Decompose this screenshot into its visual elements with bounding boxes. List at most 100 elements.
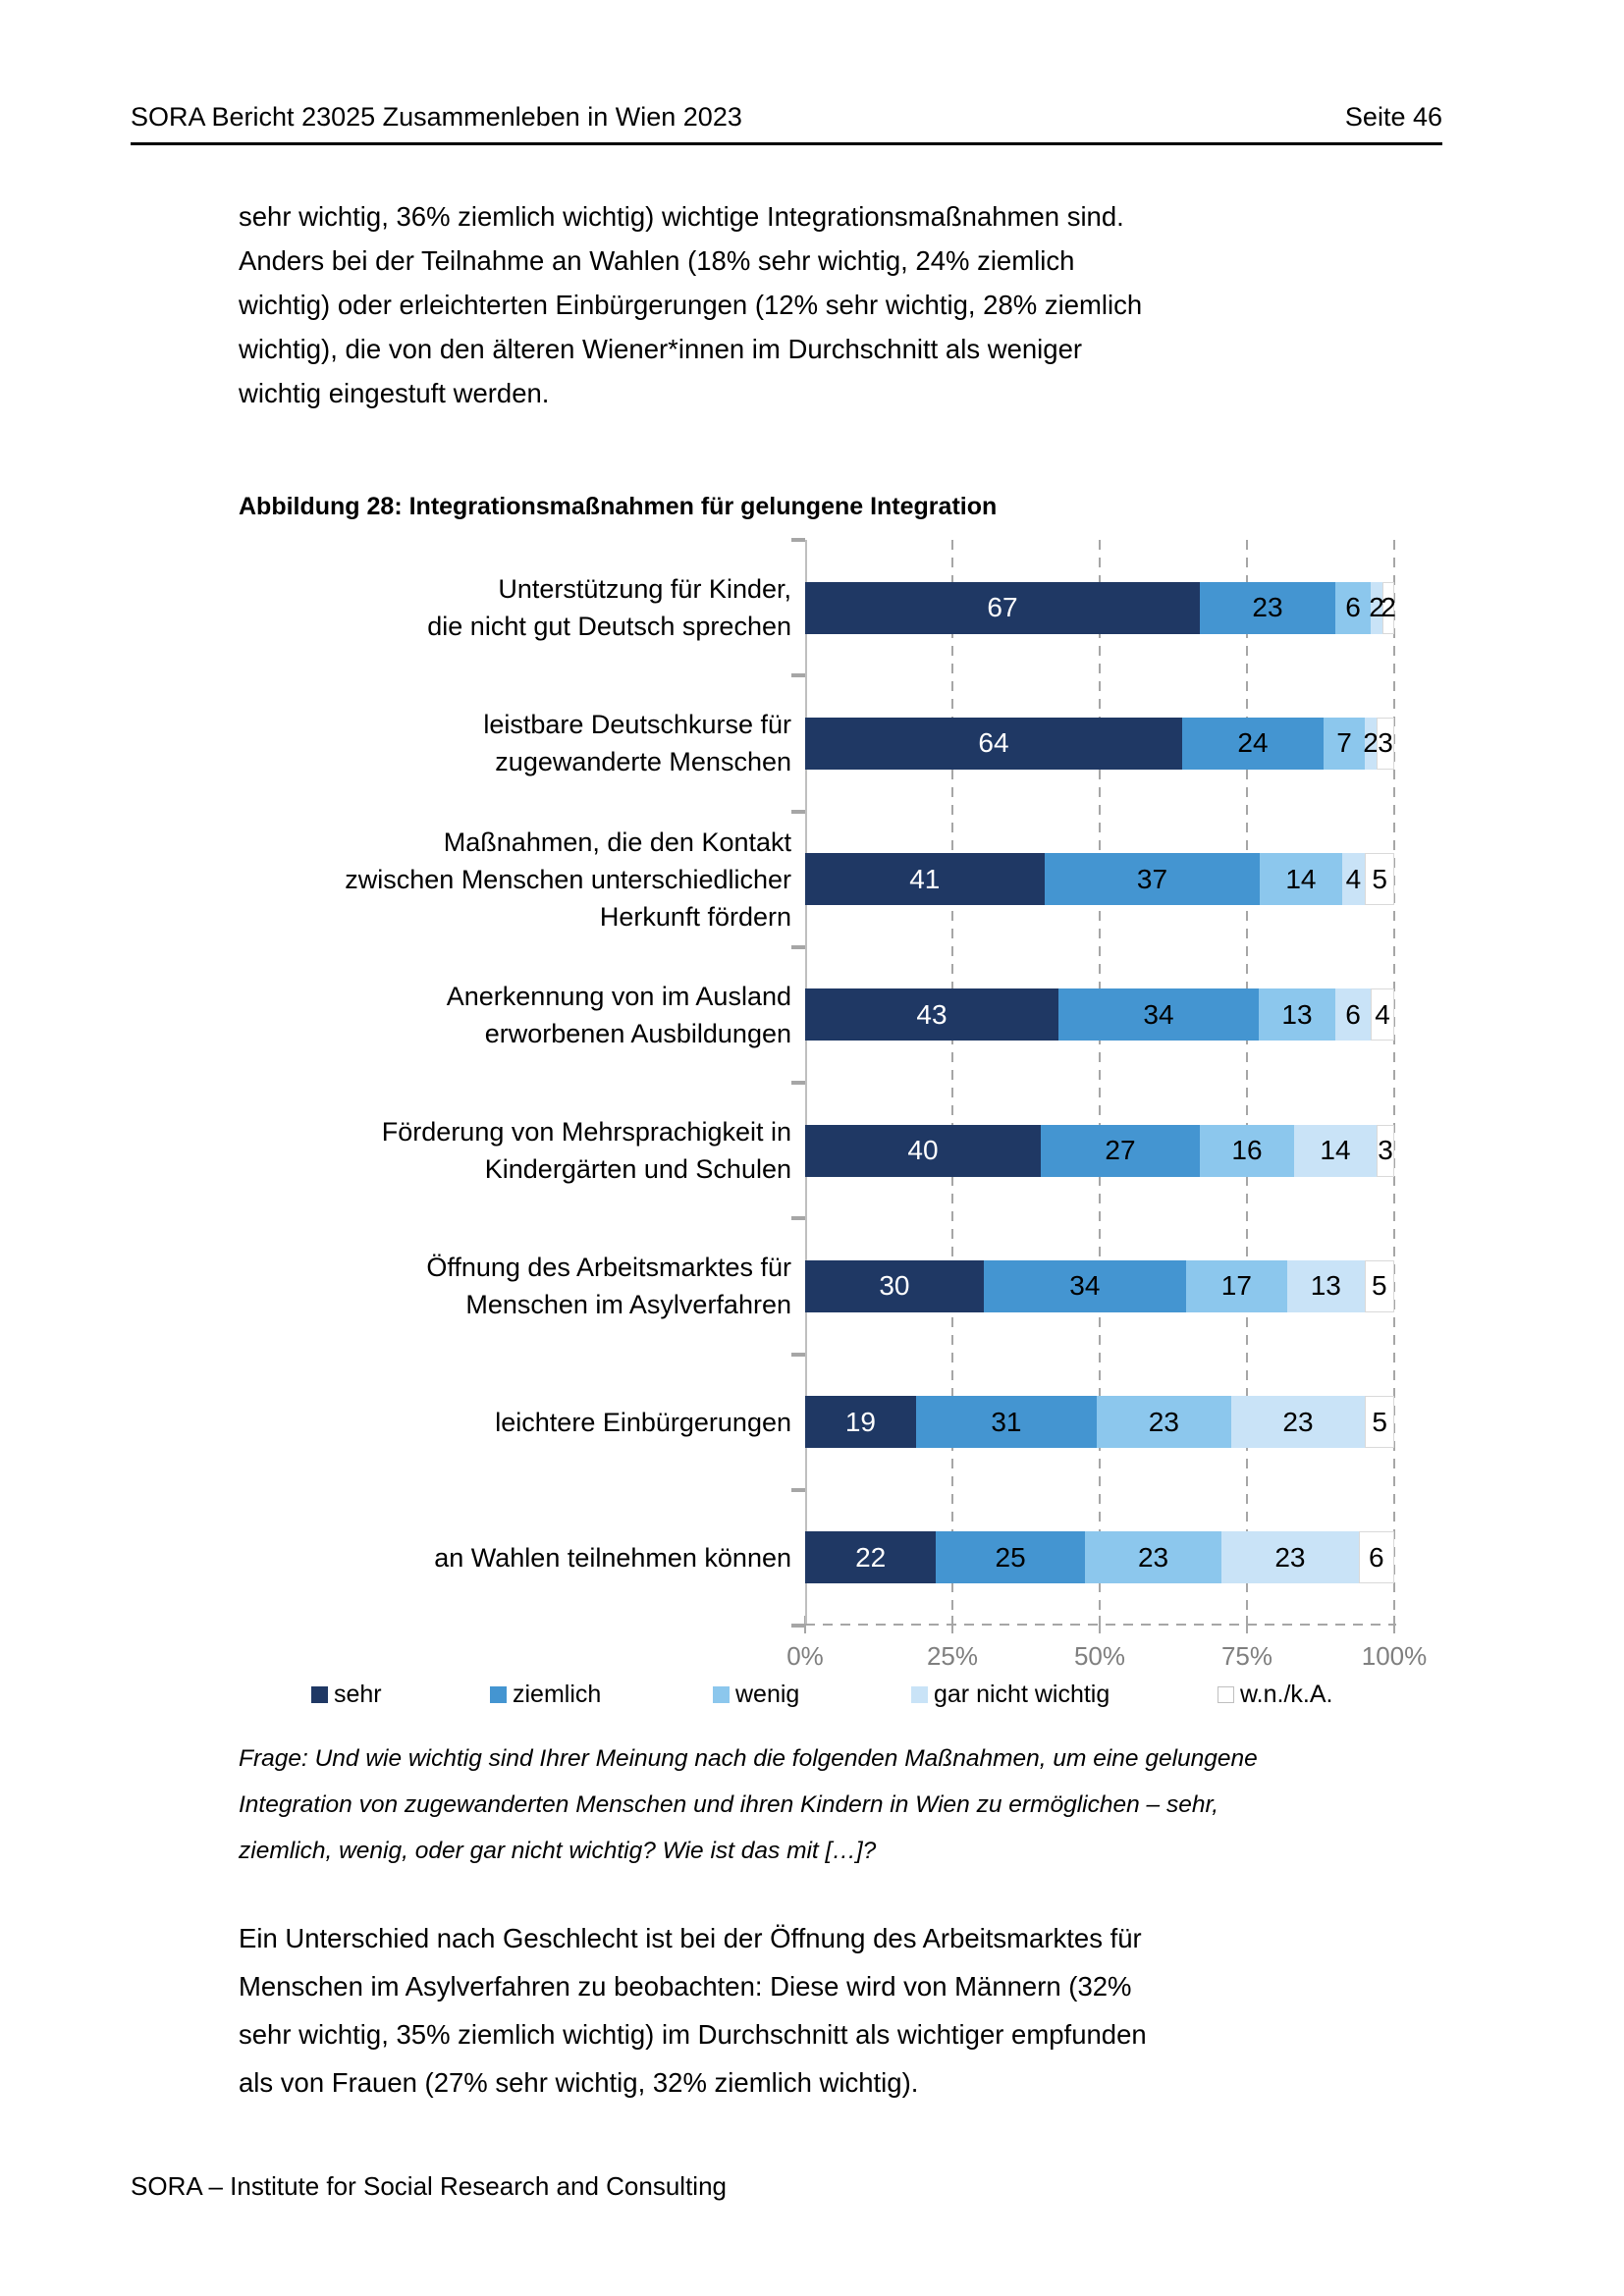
segment-value-label: 14	[1320, 1135, 1351, 1166]
bar-segment: 5	[1364, 1259, 1394, 1312]
bar-segment: 4	[1371, 988, 1394, 1041]
bar-segment: 5	[1365, 1396, 1394, 1449]
page-header: SORA Bericht 23025 Zusammenleben in Wien…	[131, 102, 1442, 145]
segment-value-label: 23	[1148, 1406, 1179, 1437]
y-axis-tick	[791, 1081, 805, 1085]
legend-label: w.n./k.A.	[1240, 1681, 1333, 1708]
bar-segment: 5	[1365, 853, 1394, 906]
legend-label: gar nicht wichtig	[934, 1681, 1110, 1708]
bar-segment: 3	[1377, 717, 1394, 770]
stacked-bar: 40 27 16 14 3	[805, 1124, 1394, 1177]
segment-value-label: 4	[1345, 863, 1362, 894]
segment-value-label: 25	[995, 1541, 1026, 1573]
bar-segment: 19	[805, 1396, 916, 1449]
segment-value-label: 5	[1372, 1406, 1387, 1437]
bar-segment: 6	[1358, 1531, 1394, 1584]
segment-value-label: 2	[1380, 592, 1396, 623]
segment-value-label: 13	[1281, 998, 1313, 1030]
page-footer: SORA – Institute for Social Research and…	[131, 2171, 727, 2201]
segment-value-label: 6	[1369, 1541, 1384, 1573]
bar-segment: 6	[1335, 988, 1371, 1041]
bar-segment: 22	[805, 1531, 937, 1584]
bar-segment: 2	[1380, 581, 1396, 634]
bar-segment: 3	[1377, 1124, 1394, 1177]
bar-segment: 14	[1260, 853, 1342, 906]
bar-segment: 34	[1058, 988, 1259, 1041]
bar-segment: 13	[1286, 1259, 1365, 1312]
x-axis-label: 100%	[1361, 1641, 1428, 1671]
bar-segment: 27	[1041, 1124, 1200, 1177]
body-paragraph-top: sehr wichtig, 36% ziemlich wichtig) wich…	[239, 201, 1143, 408]
gridline-25	[951, 540, 953, 1626]
category-label: Anerkennung von im Ausland erworbenen Au…	[446, 981, 791, 1048]
segment-value-label: 6	[1345, 998, 1361, 1030]
segment-value-label: 67	[987, 592, 1018, 623]
bar-segment: 64	[805, 717, 1182, 770]
bar-segment: 16	[1200, 1124, 1294, 1177]
bar-segment: 37	[1044, 853, 1261, 906]
segment-value-label: 22	[855, 1541, 887, 1573]
segment-value-label: 23	[1137, 1541, 1169, 1573]
segment-value-label: 64	[978, 727, 1009, 759]
legend-swatch	[490, 1686, 507, 1703]
gridline-75	[1246, 540, 1248, 1626]
bar-segment: 67	[805, 581, 1200, 634]
segment-value-label: 16	[1231, 1135, 1263, 1166]
page-number: Seite 46	[1344, 102, 1442, 132]
legend-swatch	[911, 1686, 928, 1703]
bar-segment: 13	[1259, 988, 1335, 1041]
bar-segment: 40	[805, 1124, 1041, 1177]
body-paragraph-bottom: Ein Unterschied nach Geschlecht ist bei …	[239, 1923, 1147, 2098]
segment-value-label: 27	[1105, 1135, 1136, 1166]
bar-segment: 31	[915, 1396, 1098, 1449]
bar-segment: 30	[805, 1259, 984, 1312]
bar-segment: 6	[1335, 581, 1371, 634]
bar-segment: 2	[1363, 717, 1379, 770]
survey-question-note: Frage: Und wie wichtig sind Ihrer Meinun…	[239, 1745, 1258, 1864]
stacked-bar: 41 37 14 4 5	[805, 853, 1394, 906]
bar-segment: 24	[1182, 717, 1324, 770]
category-label: Förderung von Mehrsprachigkeit in Kinder…	[381, 1117, 791, 1185]
stacked-bar: 30 34 17 13 5	[805, 1259, 1394, 1312]
legend-item-5: w.n./k.A.	[1218, 1681, 1332, 1709]
legend-label: sehr	[334, 1681, 382, 1708]
segment-value-label: 43	[916, 998, 947, 1030]
bar-segment: 23	[1200, 581, 1335, 634]
segment-value-label: 23	[1252, 592, 1283, 623]
legend-item-3: wenig	[713, 1681, 799, 1709]
legend-item-1: sehr	[311, 1681, 382, 1709]
stacked-bar: 19 31 23 23 5	[805, 1396, 1394, 1449]
bar-row: leistbare Deutschkurse für zugewanderte …	[0, 675, 1624, 811]
segment-value-label: 4	[1375, 998, 1390, 1030]
bar-row: Öffnung des Arbeitsmarktes für Menschen …	[0, 1218, 1624, 1354]
segment-value-label: 13	[1310, 1270, 1341, 1302]
bar-segment: 2	[1369, 581, 1384, 634]
segment-value-label: 23	[1274, 1541, 1306, 1573]
bar-segment: 25	[936, 1531, 1085, 1584]
bar-segment: 23	[1230, 1396, 1366, 1449]
category-label: Öffnung des Arbeitsmarktes für Menschen …	[426, 1253, 791, 1320]
segment-value-label: 2	[1363, 727, 1379, 759]
stacked-bar: 67 23 6 2 2	[805, 581, 1396, 634]
category-label: leistbare Deutschkurse für zugewanderte …	[483, 710, 791, 777]
bar-segment: 41	[805, 853, 1045, 906]
y-axis-tick	[791, 1352, 805, 1357]
bar-segment: 23	[1221, 1531, 1359, 1584]
x-axis-label: 75%	[1220, 1641, 1273, 1671]
bar-row: an Wahlen teilnehmen können 22 25 23 23 6	[0, 1490, 1624, 1626]
segment-value-label: 19	[844, 1406, 876, 1437]
x-axis-line	[805, 1624, 1396, 1626]
bar-segment: 4	[1341, 853, 1366, 906]
segment-value-label: 7	[1336, 727, 1352, 759]
y-axis-line	[805, 540, 807, 1626]
segment-value-label: 24	[1237, 727, 1269, 759]
y-axis-tick	[791, 673, 805, 678]
segment-value-label: 37	[1136, 863, 1168, 894]
y-axis-tick	[791, 809, 805, 814]
gridline-50	[1099, 540, 1101, 1626]
segment-value-label: 34	[1143, 998, 1174, 1030]
segment-value-label: 5	[1372, 863, 1387, 894]
bar-segment: 23	[1097, 1396, 1231, 1449]
legend-item-4: gar nicht wichtig	[911, 1681, 1110, 1709]
